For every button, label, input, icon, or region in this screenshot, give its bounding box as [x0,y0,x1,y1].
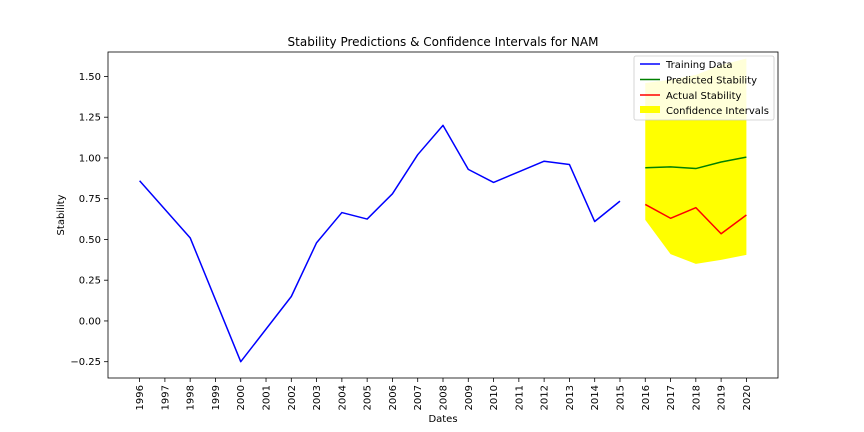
x-tick-label: 2011 [514,385,525,410]
legend-swatch-ci [640,106,660,113]
x-tick-label: 2002 [287,385,298,410]
legend-label-actual: Actual Stability [666,91,742,102]
y-tick-label: 0.25 [79,276,101,287]
x-tick-label: 2001 [262,385,273,410]
x-tick-label: 2020 [742,385,753,410]
x-tick-label: 2013 [565,385,576,410]
x-tick-label: 1999 [211,385,222,410]
y-tick-label: 0.50 [79,235,101,246]
y-tick-label: 1.25 [79,113,101,124]
legend-label-training: Training Data [665,60,733,71]
y-axis-label: Stability [56,194,67,235]
x-tick-label: 2003 [312,385,323,410]
x-tick-label: 2016 [641,385,652,410]
x-axis-label: Dates [428,414,457,425]
x-tick-label: 1998 [186,385,197,410]
x-tick-label: 1997 [160,385,171,410]
y-tick-label: −0.25 [70,357,101,368]
x-tick-label: 2014 [590,385,601,410]
x-tick-label: 2000 [236,385,247,410]
legend-label-predicted: Predicted Stability [666,76,757,87]
x-tick-label: 2005 [363,385,374,410]
y-tick-label: 0.00 [79,316,101,327]
series-line-predicted-stability [645,156,747,170]
y-axis-ticks: −0.25 0.00 0.25 0.50 0.75 1.00 1.25 1.50 [70,72,108,368]
series-line-training-data [139,124,621,363]
x-tick-label: 2018 [691,385,702,410]
y-tick-label: 0.75 [79,194,101,205]
x-tick-label: 2006 [388,385,399,410]
legend-label-ci: Confidence Intervals [666,106,769,117]
y-tick-label: 1.00 [79,153,101,164]
x-tick-label: 2012 [540,385,551,410]
x-tick-label: 2007 [413,385,424,410]
x-tick-label: 1996 [135,385,146,410]
series-line-actual-stability [644,203,747,235]
x-tick-label: 2004 [337,385,348,410]
legend: Training Data Predicted Stability Actual… [633,55,775,121]
x-tick-label: 2010 [489,385,500,410]
y-tick-label: 1.50 [79,72,101,83]
x-tick-label: 2009 [464,385,475,410]
chart-title: Stability Predictions & Confidence Inter… [288,35,599,49]
legend-box [633,55,775,121]
series-layer [139,124,747,363]
x-tick-label: 2017 [666,385,677,410]
x-tick-label: 2015 [615,385,626,410]
x-axis-ticks: 1996 1997 1998 1999 2000 2001 2002 2003 2004 2005… [135,378,753,410]
x-tick-label: 2008 [439,385,450,410]
x-tick-label: 2019 [717,385,728,410]
